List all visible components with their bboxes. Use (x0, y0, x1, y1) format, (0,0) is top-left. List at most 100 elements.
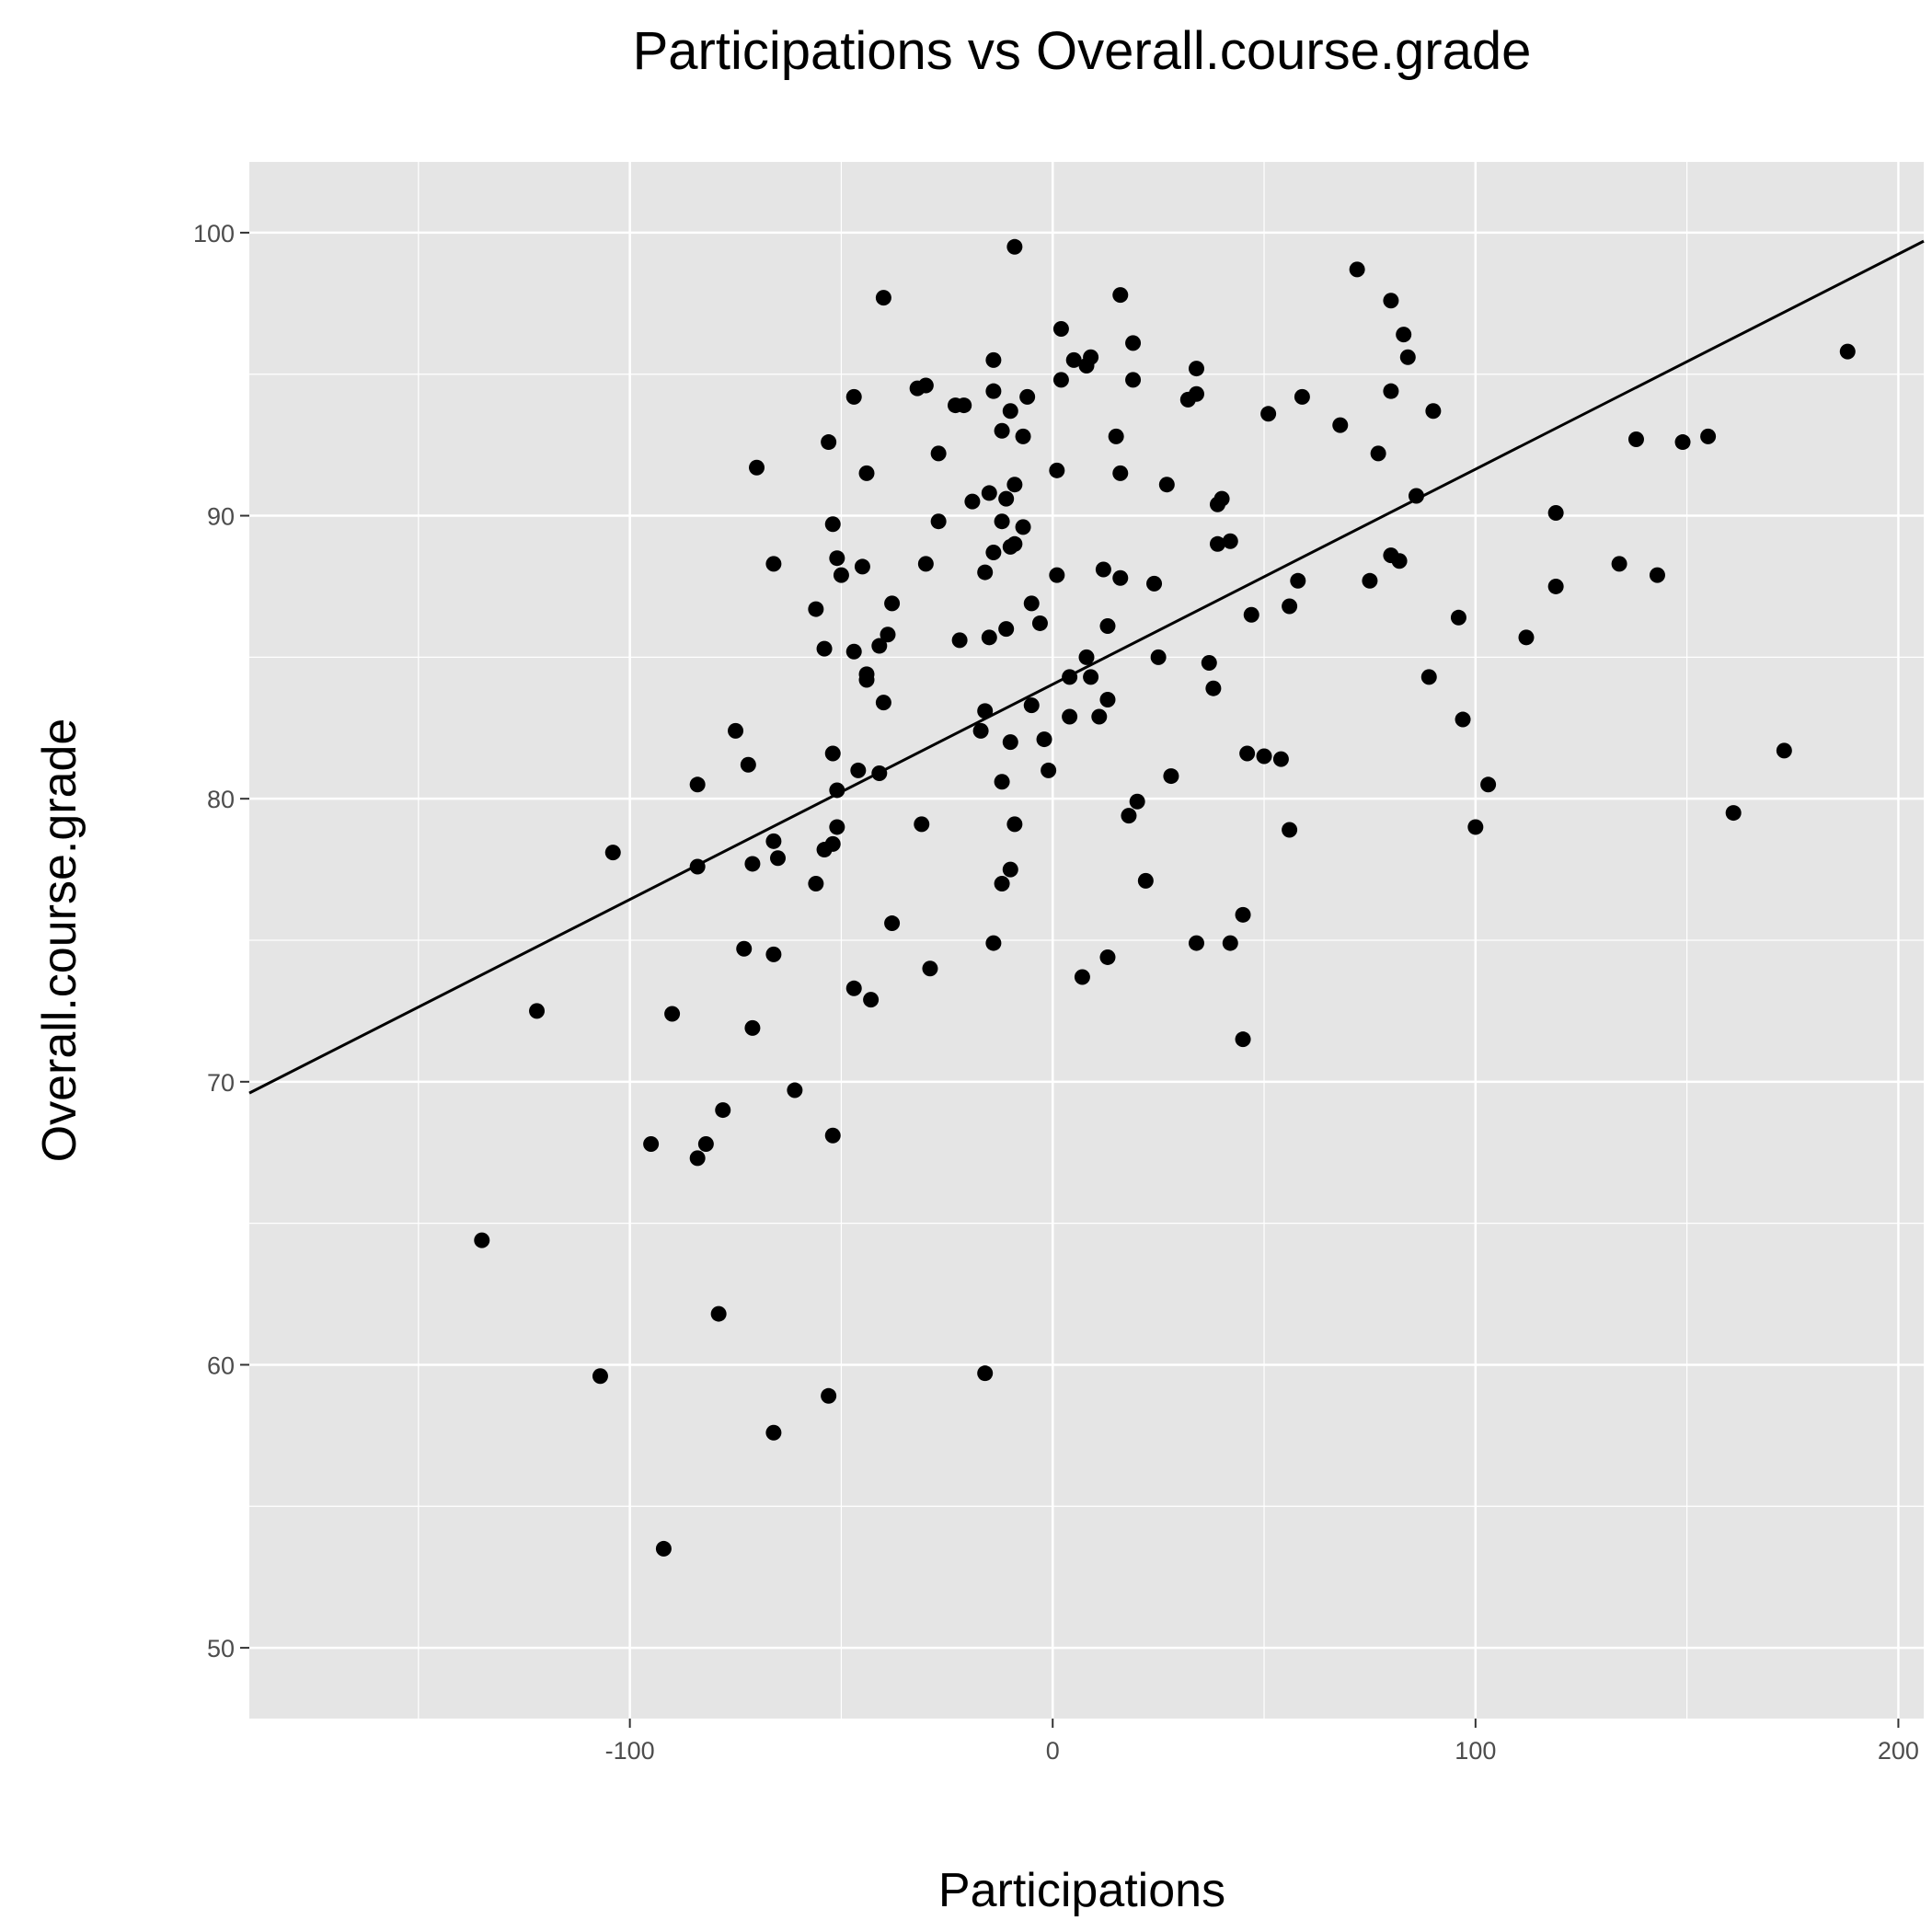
data-point (829, 782, 845, 799)
data-point (985, 545, 1002, 561)
data-point (1627, 431, 1644, 447)
data-point (740, 756, 756, 773)
data-point (1649, 567, 1665, 583)
data-point (1150, 649, 1167, 665)
data-point (875, 290, 891, 306)
data-point (816, 640, 833, 657)
data-point (765, 946, 782, 962)
chart-title: Participations vs Overall.course.grade (633, 21, 1532, 81)
data-point (1188, 361, 1204, 377)
data-point (930, 513, 947, 530)
data-point (787, 1082, 803, 1098)
data-point (1074, 969, 1090, 985)
y-tick-label: 50 (207, 1635, 235, 1662)
data-point (1112, 569, 1129, 586)
data-point (972, 722, 989, 739)
data-point (922, 960, 938, 977)
data-point (884, 595, 901, 612)
data-point (1370, 445, 1386, 462)
data-point (875, 695, 891, 711)
data-point (1547, 504, 1564, 521)
y-tick-labels: 50 60 70 80 90 100 (193, 220, 235, 1662)
data-point (1163, 768, 1179, 785)
data-point (1002, 734, 1018, 751)
data-point (1112, 465, 1129, 481)
data-point (1121, 808, 1137, 824)
data-point (1725, 805, 1742, 822)
data-point (917, 377, 934, 394)
data-point (1455, 711, 1471, 728)
data-point (951, 632, 968, 649)
data-point (1256, 748, 1272, 765)
axis-ticks (240, 231, 1900, 1728)
data-point (1547, 578, 1564, 594)
data-point (765, 833, 782, 849)
data-point (1129, 793, 1145, 810)
data-point (749, 459, 765, 476)
data-point (917, 556, 934, 572)
data-point (1399, 349, 1416, 365)
data-point (1294, 388, 1310, 405)
data-point (994, 875, 1010, 891)
data-point (1700, 428, 1717, 444)
data-point (1243, 606, 1259, 623)
data-point (744, 856, 761, 872)
data-point (1099, 618, 1116, 635)
data-point (845, 388, 862, 405)
y-tick-label: 60 (207, 1351, 235, 1379)
x-tick-label: -100 (605, 1737, 655, 1765)
data-point (829, 819, 845, 835)
data-point (1420, 669, 1437, 685)
data-point (1235, 1031, 1251, 1048)
data-point (592, 1368, 608, 1385)
data-point (1235, 906, 1251, 923)
data-point (1006, 238, 1023, 255)
data-point (689, 1150, 706, 1167)
data-point (1209, 535, 1225, 552)
data-point (871, 765, 888, 781)
data-point (1408, 488, 1424, 504)
y-axis-title: Overall.course.grade (33, 719, 86, 1163)
data-point (1062, 708, 1078, 725)
data-point (808, 601, 824, 617)
data-point (604, 845, 621, 861)
data-point (994, 513, 1010, 530)
data-point (1006, 535, 1023, 552)
data-point (858, 465, 875, 481)
data-point (1188, 935, 1204, 951)
data-point (914, 816, 930, 833)
data-point (956, 397, 972, 414)
data-point (1518, 629, 1535, 646)
data-point (871, 638, 888, 654)
data-point (1201, 655, 1217, 672)
y-tick-label: 70 (207, 1069, 235, 1097)
data-point (474, 1232, 490, 1248)
data-point (1272, 751, 1289, 767)
data-point (998, 621, 1015, 638)
data-point (1065, 351, 1082, 368)
data-point (1480, 776, 1497, 793)
data-point (1213, 490, 1230, 507)
data-point (1099, 692, 1116, 708)
data-point (1125, 335, 1142, 351)
data-point (1205, 680, 1222, 696)
data-point (1031, 615, 1048, 631)
data-point (1023, 595, 1040, 612)
data-point (664, 1006, 681, 1022)
data-point (1002, 861, 1018, 878)
data-point (1078, 649, 1095, 665)
data-point (1282, 598, 1298, 615)
x-axis-title: Participations (938, 1864, 1225, 1917)
data-point (1002, 403, 1018, 420)
data-point (1425, 403, 1442, 420)
data-point (994, 774, 1010, 790)
data-point (736, 940, 753, 957)
data-point (1006, 477, 1023, 493)
data-point (845, 643, 862, 660)
data-point (1023, 697, 1040, 714)
data-point (643, 1135, 660, 1152)
data-point (765, 556, 782, 572)
data-point (1108, 428, 1124, 444)
data-point (1383, 293, 1399, 309)
x-tick-labels: -100 0 100 200 (605, 1737, 1919, 1765)
